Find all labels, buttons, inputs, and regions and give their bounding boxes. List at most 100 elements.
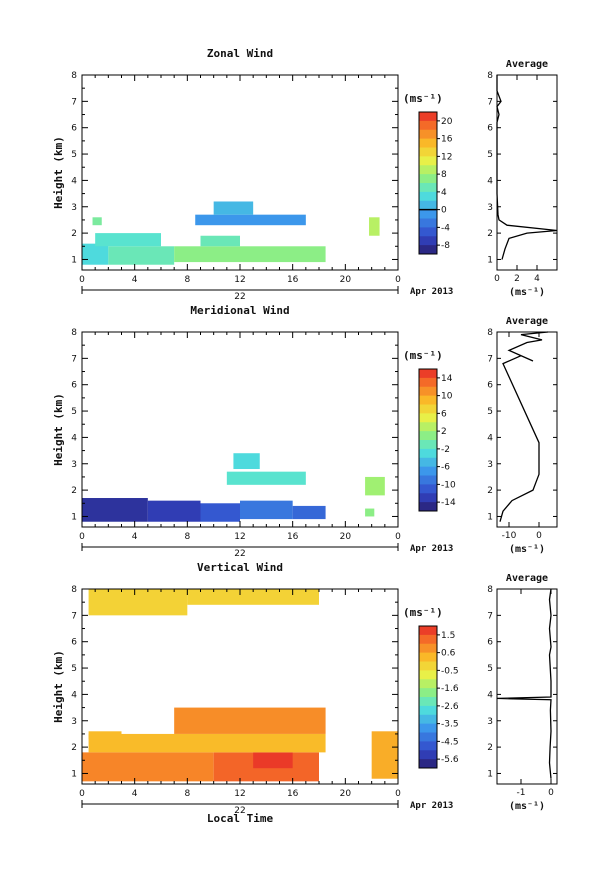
colorbar-unit: (ms⁻¹) [403,606,443,619]
x-tick-label: 20 [340,789,352,799]
colorbar-tick-label: 2 [441,427,447,437]
colorbar-tick-label: -4 [441,223,450,233]
average-title: Average [506,573,548,584]
x-tick-label: 20 [340,532,352,542]
average-y-tick-label: 8 [487,585,493,595]
colorbar-unit: (ms⁻¹) [403,92,443,105]
x-tick-label: 4 [132,532,138,542]
colorbar-tick-label: -8 [441,241,450,251]
colorbar-tick-label: 4 [441,188,447,198]
x-tick-label: 8 [184,275,190,285]
colorbar-swatch [419,723,437,733]
colorbar-frame [418,625,438,769]
average-frame [496,74,558,271]
average-frame [496,331,558,528]
average-y-tick-label: 1 [487,769,493,779]
x-tick-label: 20 [340,275,352,285]
average-y-tick-label: 1 [487,255,493,265]
colorbar-tick-label: 10 [441,392,453,402]
y-tick-label: 8 [71,328,77,338]
x-tick-label: 16 [287,275,299,285]
y-tick-label: 8 [71,585,77,595]
average-x-tick-label: -10 [502,531,517,541]
x-tick-label: 0 [395,275,401,285]
colorbar-swatch [419,448,437,459]
x-tick-label: 12 [234,532,245,542]
colorbar-tick-label: 16 [441,135,453,145]
average-y-tick-label: 6 [487,381,493,391]
colorbar-swatch [419,218,437,228]
average-y-tick-label: 4 [487,433,493,443]
average-y-tick-label: 8 [487,328,493,338]
average-title: Average [506,316,548,327]
colorbar-tick-label: -4.5 [441,737,459,747]
panel-title: Vertical Wind [197,561,283,574]
colorbar-swatch [419,422,437,432]
data-cell [88,731,122,740]
data-cell [200,235,240,247]
colorbar-swatch [419,643,437,654]
y-tick-label: 2 [71,743,77,753]
average-profile-line [496,75,558,260]
colorbar-swatch [419,129,437,140]
data-cell [88,733,326,753]
colorbar-swatch [419,741,437,751]
y-tick-label: 5 [71,150,77,160]
colorbar-tick-label: 20 [441,117,453,127]
colorbar-swatch [419,634,437,645]
data-cell [82,498,148,522]
data-cell [82,752,214,782]
colorbar-tick-label: -6 [441,463,450,473]
colorbar-swatch [419,493,437,503]
average-xlabel: (ms⁻¹) [509,544,545,555]
average-x-tick-label: 0 [494,274,500,284]
average-title: Average [506,59,548,70]
y-tick-label: 7 [71,97,77,107]
average-y-tick-label: 3 [487,460,493,470]
x-tick-label: 0 [79,275,85,285]
average-y-tick-label: 6 [487,124,493,134]
x-tick-label: 16 [287,789,299,799]
colorbar-frame [418,111,438,255]
y-tick-label: 2 [71,229,77,239]
day-label: 22 [234,549,245,559]
colorbar-swatch [419,138,437,148]
data-cell [240,500,293,520]
data-cell [174,246,326,263]
plot-frame [81,331,399,528]
average-y-tick-label: 7 [487,354,493,364]
x-tick-label: 12 [234,275,245,285]
y-tick-label: 4 [71,176,77,186]
colorbar-swatch [419,120,437,131]
colorbar-tick-label: 6 [441,409,447,419]
y-tick-label: 6 [71,381,77,391]
day-label: 22 [234,292,245,302]
average-y-tick-label: 7 [487,97,493,107]
y-tick-label: 4 [71,433,77,443]
colorbar-swatch [419,404,437,414]
data-cell [88,589,188,616]
colorbar-swatch [419,502,437,512]
y-tick-label: 8 [71,71,77,81]
x-tick-label: 0 [79,789,85,799]
average-x-tick-label: 0 [548,788,554,798]
colorbar-swatch [419,697,437,707]
data-cell [108,246,175,265]
x-tick-label: 4 [132,275,138,285]
y-tick-label: 5 [71,407,77,417]
x-tick-label: 12 [234,789,245,799]
x-tick-label: 0 [395,789,401,799]
average-profile-line [499,331,549,522]
colorbar-swatch [419,174,437,184]
colorbar-tick-label: -14 [441,498,456,508]
data-cell [365,508,375,517]
y-tick-label: 3 [71,460,77,470]
data-cell [195,214,306,226]
average-y-tick-label: 4 [487,176,493,186]
colorbar-tick-label: 1.5 [441,631,455,641]
date-label: Apr 2013 [410,544,453,554]
data-cell [253,752,293,769]
y-axis-label: Height (km) [52,393,65,466]
colorbar-swatch [419,191,437,202]
average-y-tick-label: 2 [487,743,493,753]
